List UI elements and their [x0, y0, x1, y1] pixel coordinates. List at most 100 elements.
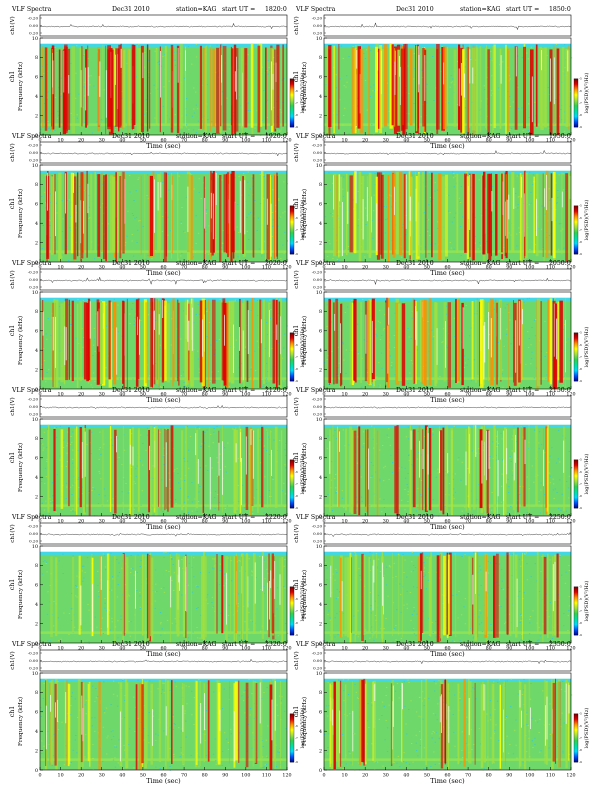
spectrogram-speckle	[357, 324, 358, 325]
spectrogram-speckle	[45, 202, 46, 203]
spectrogram-burst	[544, 48, 547, 128]
spectrogram-gap	[159, 314, 160, 335]
spectrogram-burst	[429, 557, 432, 636]
spectrogram-speckle	[115, 129, 116, 130]
spectrogram-speckle	[413, 570, 414, 571]
y-axis-label: Frequency (kHz)	[17, 570, 24, 619]
spectrogram-speckle	[72, 459, 73, 460]
spectrogram-speckle	[530, 616, 531, 617]
spectrogram-burst	[251, 44, 254, 128]
spectrogram-burst	[112, 177, 116, 253]
spectrogram-speckle	[162, 216, 163, 217]
spectrogram-burst	[122, 554, 124, 641]
waveform-trace	[40, 533, 287, 536]
spectrogram-gap	[330, 566, 331, 598]
spectrogram-speckle	[244, 506, 245, 507]
spectrogram-speckle	[449, 212, 450, 213]
spectrogram-speckle	[387, 596, 388, 597]
start-time: 2250:0	[549, 514, 571, 521]
spectrogram-speckle	[82, 107, 83, 108]
spectrogram-burst	[79, 556, 81, 635]
spectrogram-speckle	[121, 616, 122, 617]
spectrogram-speckle	[326, 326, 327, 327]
spectrogram-speckle	[384, 628, 385, 629]
spectrogram-burst	[216, 48, 220, 134]
spectrogram-gap	[64, 326, 65, 365]
y-axis-label: Frequency (kHz)	[301, 443, 308, 492]
spectrogram-speckle	[284, 559, 285, 560]
spectrogram-speckle	[62, 218, 63, 219]
spectrogram-speckle	[268, 639, 269, 640]
spectrogram-burst	[84, 302, 87, 379]
spectrogram-speckle	[568, 565, 569, 566]
spectrogram-gap	[469, 175, 470, 230]
spectrogram-speckle	[331, 351, 332, 352]
spectrogram-speckle	[375, 329, 376, 330]
spectrogram-speckle	[210, 381, 211, 382]
spectrogram-burst	[451, 428, 454, 513]
spectrogram-speckle	[41, 196, 42, 197]
spectrogram-speckle	[68, 260, 69, 261]
spectrogram-burst	[505, 45, 507, 134]
spectrogram-burst	[234, 556, 236, 640]
spectrogram-speckle	[56, 512, 57, 513]
y-tick-label: 6	[35, 583, 38, 589]
spectrogram-speckle	[557, 190, 558, 191]
date-label: Dec31 2010	[396, 260, 434, 267]
spectrogram-speckle	[469, 335, 470, 336]
spectrogram-burst	[557, 554, 559, 638]
spectrogram-speckle	[548, 87, 549, 88]
spectrogram-speckle	[379, 499, 380, 500]
spectrogram-speckle	[558, 430, 559, 431]
spectrogram-speckle	[130, 572, 131, 573]
spectrogram-gap	[461, 63, 462, 96]
waveform-axis-label: ch1(V)	[9, 16, 16, 34]
spectrogram-speckle	[427, 231, 428, 232]
spectrogram-speckle	[161, 387, 162, 388]
spectrogram-speckle	[250, 189, 251, 190]
spectrogram-speckle	[272, 226, 273, 227]
spectrogram-burst	[59, 50, 61, 128]
spectrogram-speckle	[433, 632, 434, 633]
spectrogram-burst	[418, 556, 419, 641]
spectrogram-speckle	[458, 457, 459, 458]
spectrogram-speckle	[358, 636, 359, 637]
spectrogram-speckle	[75, 98, 76, 99]
spectrogram-gap	[421, 571, 422, 589]
spectrogram-speckle	[232, 429, 233, 430]
spectrogram-speckle	[115, 767, 116, 768]
spectrogram-speckle	[380, 385, 381, 386]
spectrogram-speckle	[385, 219, 386, 220]
spectrogram-burst	[200, 46, 202, 129]
spectrogram-speckle	[391, 362, 392, 363]
channel-label: ch1	[293, 452, 300, 463]
spectrogram-speckle	[539, 591, 540, 592]
spectrogram-speckle	[339, 99, 340, 100]
spectrogram-gap	[339, 174, 340, 201]
spectrogram-speckle	[52, 501, 53, 502]
spectrogram-burst	[421, 175, 422, 253]
panel-header: VLF Spectra	[11, 133, 52, 140]
spectrogram-speckle	[77, 299, 78, 300]
spectrogram-speckle	[448, 195, 449, 196]
spectrogram-speckle	[62, 200, 63, 201]
spectrogram-speckle	[335, 569, 336, 570]
spectrogram-speckle	[248, 195, 249, 196]
spectrogram-burst	[521, 428, 523, 507]
spectrogram-speckle	[211, 121, 212, 122]
spectrogram-speckle	[391, 196, 392, 197]
spectrogram-speckle	[327, 304, 328, 305]
spectrogram-speckle	[452, 222, 453, 223]
colorbar	[574, 460, 578, 509]
spectrogram-empty-band	[324, 546, 571, 552]
spectrogram-speckle	[502, 62, 503, 63]
y-tick-label: 2	[319, 240, 322, 246]
spectrogram-speckle	[460, 480, 461, 481]
spectrogram-speckle	[70, 315, 71, 316]
spectrogram-speckle	[139, 220, 140, 221]
spectrogram-speckle	[54, 47, 55, 48]
spectrogram-speckle	[464, 554, 465, 555]
x-tick-label: 20	[362, 519, 368, 525]
spectrogram-speckle	[138, 177, 139, 178]
spectrogram-speckle	[69, 227, 70, 228]
